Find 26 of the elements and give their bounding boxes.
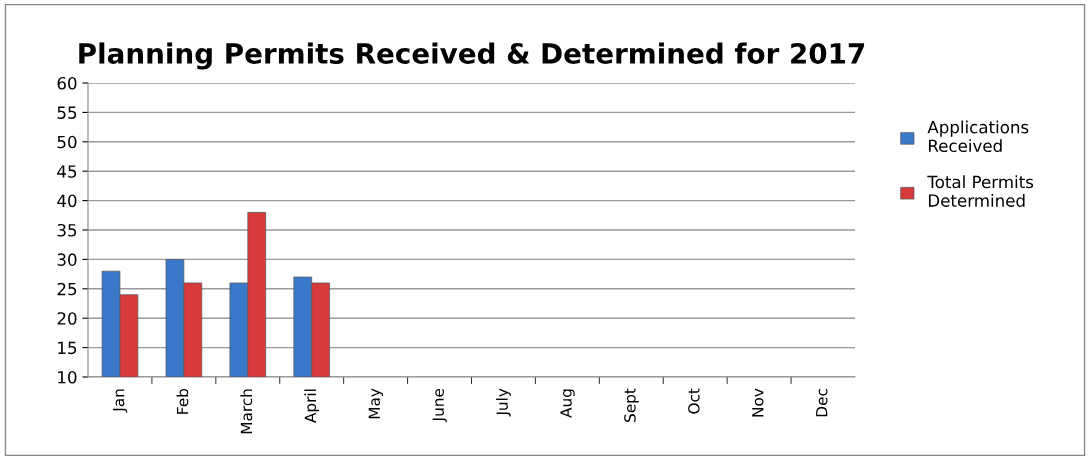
y-tick-label: 45 xyxy=(57,165,77,178)
x-tick-label: June xyxy=(432,388,447,423)
legend-label: Applications Received xyxy=(927,120,1029,153)
y-tick-label: 30 xyxy=(57,253,77,266)
y-tick-label: 55 xyxy=(57,106,77,119)
legend-label: Total Permits Determined xyxy=(927,175,1034,207)
x-tick-label: Dec xyxy=(816,389,828,417)
x-tick-label: Sept xyxy=(624,388,639,422)
y-tick-label: 10 xyxy=(58,370,77,384)
y-tick-label: 15 xyxy=(58,341,77,355)
chart-title: Planning Permits Received & Determined for 2017 xyxy=(79,42,865,70)
y-tick-label: 35 xyxy=(57,223,77,237)
x-tick-label: Oct xyxy=(688,388,700,414)
x-tick-label: March xyxy=(240,389,253,434)
x-tick-label: April xyxy=(304,389,320,423)
x-tick-label: May xyxy=(368,388,384,419)
x-tick-label: Aug xyxy=(560,389,575,418)
y-tick-label: 50 xyxy=(57,135,77,149)
y-tick-label: 25 xyxy=(57,282,77,296)
x-tick-label: July xyxy=(496,388,511,417)
y-tick-label: 20 xyxy=(57,312,77,325)
y-tick-label: 40 xyxy=(57,194,77,208)
y-tick-label: 60 xyxy=(57,76,77,90)
x-tick-label: Feb xyxy=(176,388,189,414)
x-tick-label: Nov xyxy=(752,388,764,417)
x-tick-label: Jan xyxy=(113,389,128,413)
